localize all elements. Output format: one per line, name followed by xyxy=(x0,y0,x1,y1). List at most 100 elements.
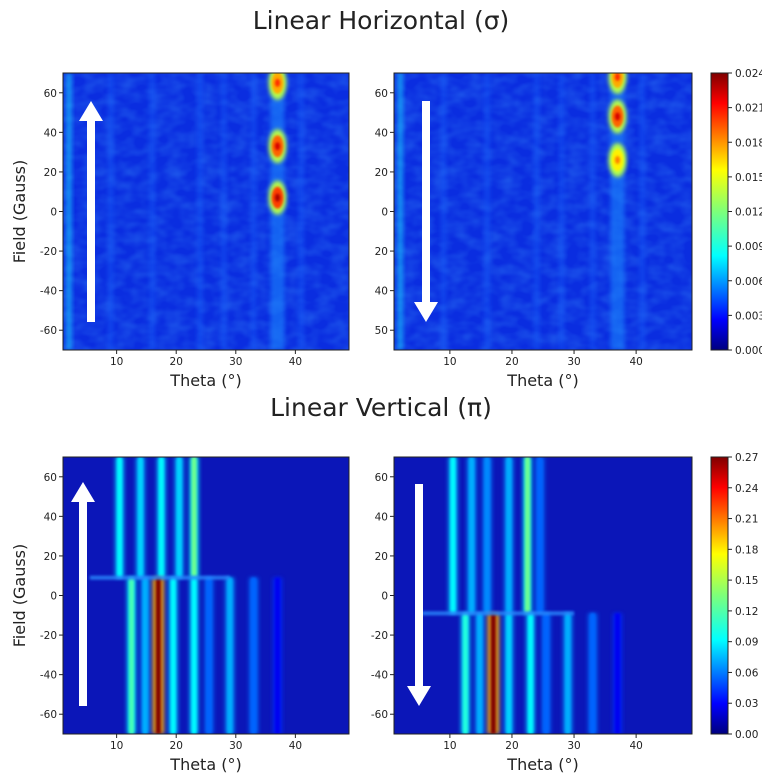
feature-spot-peak xyxy=(274,193,281,202)
colorbar-tick-label: 0.009 xyxy=(735,241,762,253)
feature-spot-peak xyxy=(274,78,281,87)
y-tick-label: 60 xyxy=(44,472,57,484)
background-streak xyxy=(107,73,114,350)
fringe-core xyxy=(155,577,161,734)
y-tick-label: -60 xyxy=(40,325,57,337)
feature-spot-peak xyxy=(274,142,281,151)
y-tick-label: 20 xyxy=(44,551,57,563)
fringe-core xyxy=(506,613,512,734)
x-tick-label: 10 xyxy=(110,740,123,752)
colorbar-tick-label: 0.03 xyxy=(735,698,758,710)
y-tick-label: 60 xyxy=(44,88,57,100)
x-tick-label: 10 xyxy=(110,356,123,368)
colorbar-tick-label: 0.021 xyxy=(735,103,762,115)
y-tick-label: -40 xyxy=(40,286,57,298)
noise-texture xyxy=(394,73,692,350)
plot-area xyxy=(394,457,692,734)
background-streak xyxy=(533,73,540,350)
y-tick-label: 40 xyxy=(375,127,388,139)
colorbar-tick-label: 0.018 xyxy=(735,137,762,149)
transition-line xyxy=(421,611,575,616)
y-tick-label: 20 xyxy=(375,246,388,258)
arrow-down-icon xyxy=(422,101,430,302)
colorbar-tick-label: 0.18 xyxy=(735,544,758,556)
x-tick-label: 10 xyxy=(443,356,456,368)
background-streak xyxy=(440,73,447,350)
background-streak xyxy=(397,73,404,350)
plot-area xyxy=(63,73,349,350)
y-tick-label: 0 xyxy=(381,591,388,603)
x-tick-label: 40 xyxy=(629,356,642,368)
arrow-head-icon xyxy=(71,482,95,502)
background-streak xyxy=(298,73,305,350)
colorbar-gradient xyxy=(710,72,729,351)
y-tick-label: -20 xyxy=(40,630,57,642)
fringe-core xyxy=(615,613,620,734)
x-tick-label: 20 xyxy=(170,356,183,368)
fringe-core xyxy=(170,577,176,734)
heatmap-panel-4: 10 20 30 40 -60 -40 -20 0 20 40 60 Theta (°) xyxy=(371,456,693,773)
background-streak xyxy=(197,73,204,350)
feature-column xyxy=(610,73,625,350)
fringe-core xyxy=(537,457,543,614)
colorbar-tick-label: 0.024 xyxy=(735,68,762,80)
fringe-core xyxy=(137,457,143,578)
y-tick-label: 40 xyxy=(375,286,388,298)
noise-texture xyxy=(63,73,349,350)
fringe-core xyxy=(450,457,456,614)
y-tick-label: 0 xyxy=(381,207,388,219)
background-streak xyxy=(250,73,257,350)
fringe-core xyxy=(490,613,496,734)
x-tick-label: 20 xyxy=(505,356,518,368)
y-tick-label: 50 xyxy=(375,325,388,337)
colorbar-tick-label: 0.00 xyxy=(735,729,758,741)
fringe-core xyxy=(129,577,135,734)
colorbar-tick-label: 0.24 xyxy=(735,483,759,495)
x-tick-label: 40 xyxy=(629,740,642,752)
y-axis-label: Field (Gauss) xyxy=(10,160,29,264)
y-tick-label: 60 xyxy=(375,472,388,484)
colorbar-tick-label: 0.012 xyxy=(735,207,762,219)
y-axis-label: Field (Gauss) xyxy=(10,544,29,648)
colorbar-tick-label: 0.000 xyxy=(735,345,762,357)
y-tick-label: 0 xyxy=(50,207,57,219)
plot-area xyxy=(394,73,692,350)
x-tick-label: 20 xyxy=(505,740,518,752)
x-tick-label: 30 xyxy=(229,356,242,368)
y-tick-label: -60 xyxy=(371,709,388,721)
arrow-head-icon xyxy=(79,101,103,121)
arrow-up-icon xyxy=(79,502,87,706)
y-tick-label: -20 xyxy=(371,630,388,642)
heatmap-panel-3: 10 20 30 40 -60 -40 -20 0 20 40 60 Theta (°) Field (… xyxy=(10,456,350,773)
fringe-core xyxy=(117,457,123,578)
bottom-figure-title: Linear Vertical (π) xyxy=(270,393,492,422)
fringe-core xyxy=(524,457,530,614)
arrow-down-icon xyxy=(415,484,423,686)
arrow-up-icon xyxy=(87,121,95,322)
colorbar-tick-label: 0.06 xyxy=(735,667,759,679)
background-streak xyxy=(149,73,156,350)
colorbar-tick-label: 0.003 xyxy=(735,310,762,322)
fringe-core xyxy=(142,577,148,734)
background-streak xyxy=(65,73,72,350)
fringe-core xyxy=(176,457,182,578)
colorbar-tick-label: 0.27 xyxy=(735,452,758,464)
x-tick-label: 30 xyxy=(229,740,242,752)
fringe-core xyxy=(227,577,233,734)
x-axis-label: Theta (°) xyxy=(169,371,241,390)
x-tick-label: 30 xyxy=(567,740,580,752)
x-tick-label: 40 xyxy=(289,740,302,752)
fringe-core xyxy=(506,457,512,614)
y-tick-label: 20 xyxy=(375,551,388,563)
colorbar: 0.000 0.003 0.006 0.009 0.012 0.015 0.018 0.021… xyxy=(710,68,762,357)
colorbar-tick-label: 0.21 xyxy=(735,514,758,526)
heatmap-panel-1: 10 20 30 40 -60 -40 -20 0 20 40 60 Theta (°) Field (… xyxy=(10,72,350,390)
x-tick-label: 20 xyxy=(170,740,183,752)
colorbar-gradient xyxy=(710,456,729,735)
fringe-core xyxy=(191,457,197,578)
transition-line xyxy=(89,575,230,580)
y-tick-label: 20 xyxy=(375,167,388,179)
background-streak xyxy=(639,73,646,350)
fringe-core xyxy=(590,613,596,734)
